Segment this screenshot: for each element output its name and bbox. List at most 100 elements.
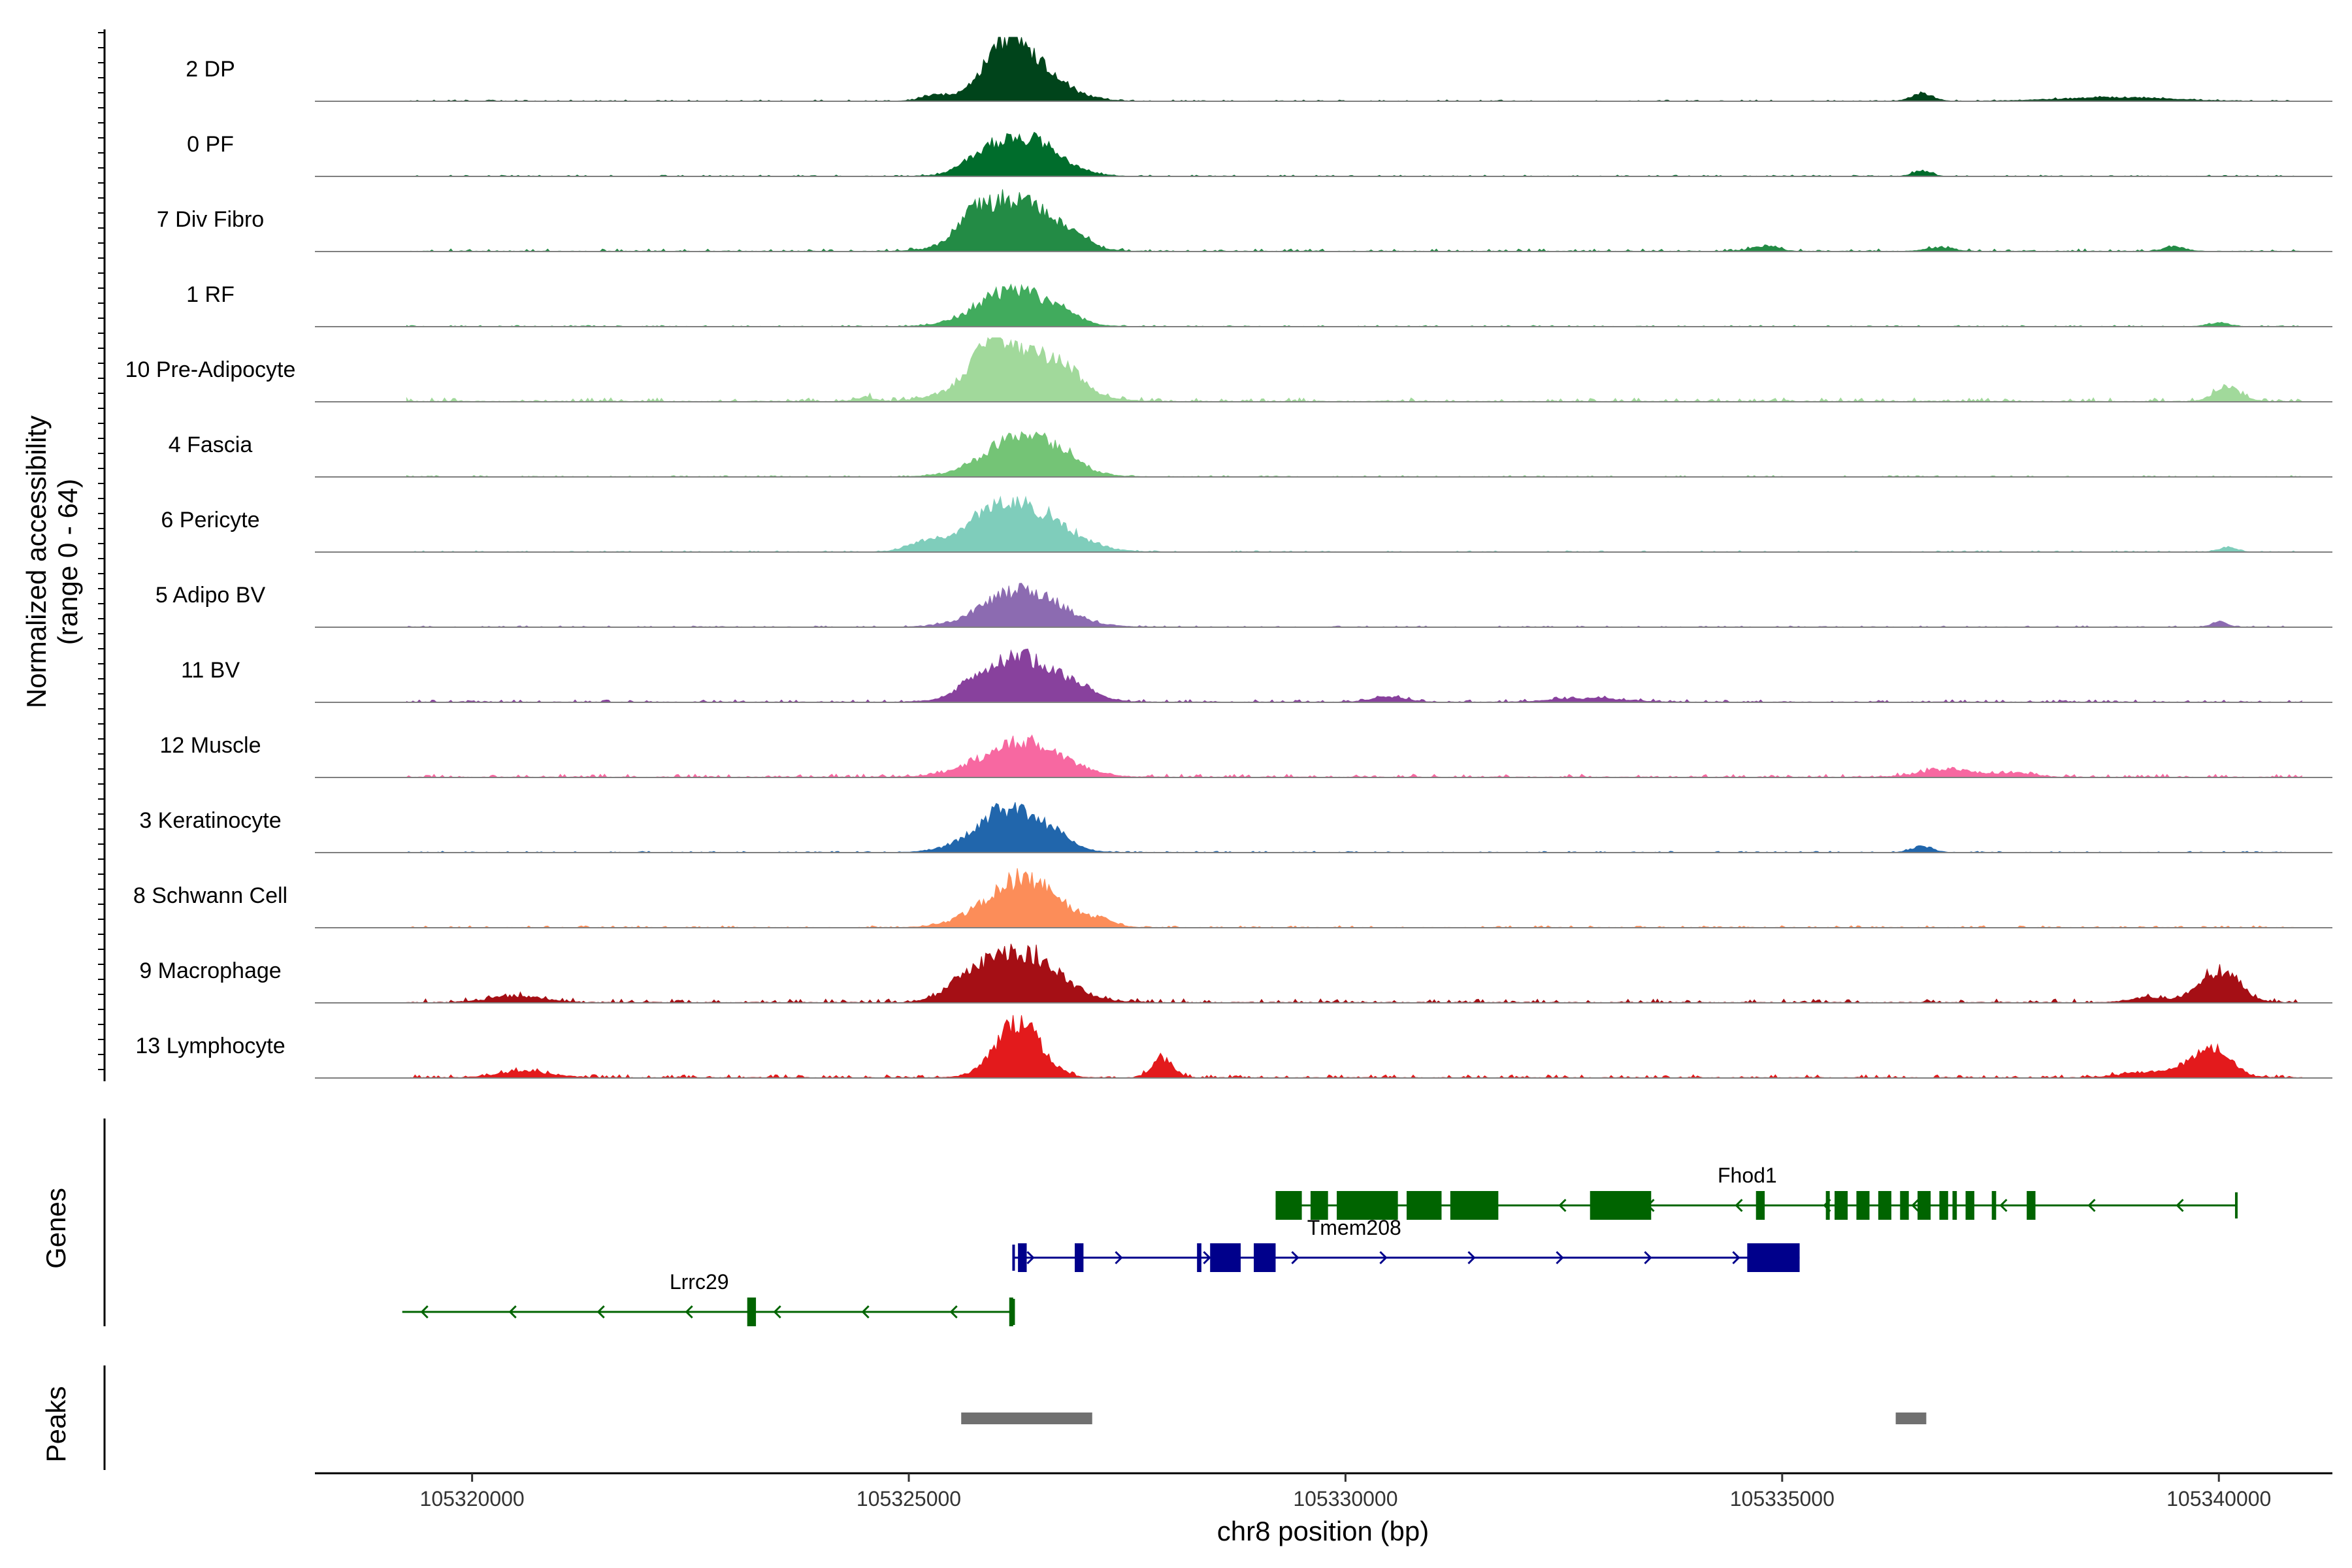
strand-arrow [685, 1305, 693, 1319]
strand-arrow [861, 1305, 870, 1319]
gene-exon [1075, 1243, 1084, 1272]
coverage-panel: 2 DP 0 PF 7 Div Fibro 1 RF 10 Pre-Adipocyte 4… [98, 29, 2332, 1081]
gene-exon [1756, 1191, 1765, 1220]
gene-exon [1254, 1243, 1276, 1272]
track-label: 8 Schwann Cell [133, 883, 287, 908]
gene-exon [1018, 1243, 1027, 1272]
track-label: 3 Keratinocyte [139, 808, 281, 833]
strand-arrow [1467, 1250, 1476, 1265]
coverage-area [406, 943, 2302, 1004]
gene-label: Tmem208 [1307, 1216, 1401, 1239]
gene-label: Lrrc29 [670, 1270, 729, 1294]
x-axis: 105320000 105325000 105330000 105335000 1053… [315, 1472, 2332, 1511]
strand-arrow [1558, 1198, 1567, 1213]
track-label: 10 Pre-Adipocyte [125, 357, 296, 382]
gene-exon [1197, 1243, 1201, 1272]
coverage-area [406, 648, 2302, 703]
strand-arrow [1115, 1250, 1123, 1265]
track-label: 4 Fascia [169, 433, 253, 457]
x-tick-label: 105320000 [420, 1487, 525, 1511]
coverage-track: 13 Lymphocyte [135, 1015, 2332, 1079]
coverage-track: 3 Keratinocyte [139, 802, 2332, 853]
coverage-area [406, 189, 2302, 252]
peak-region [961, 1413, 1092, 1424]
coverage-area [406, 1015, 2302, 1079]
track-label: 5 Adipo BV [155, 583, 266, 608]
coverage-track: 2 DP [186, 37, 2332, 102]
coverage-area [406, 802, 2302, 853]
coverage-area [406, 495, 2302, 553]
coverage-track: 5 Adipo BV [155, 583, 2332, 628]
coverage-track: 6 Pericyte [161, 495, 2332, 553]
coverage-track: 0 PF [187, 131, 2332, 177]
gene-exon [1900, 1191, 1909, 1220]
gene-exon [1747, 1243, 1800, 1272]
gene-label: Fhod1 [1718, 1164, 1777, 1187]
strand-arrow [949, 1305, 958, 1319]
coverage-track: 8 Schwann Cell [133, 868, 2332, 928]
gene-exon [1939, 1191, 1948, 1220]
coverage-ylabel-line1: Normalized accessibility [21, 416, 52, 708]
strand-arrow [1556, 1250, 1564, 1265]
strand-arrow [1644, 1250, 1652, 1265]
gene-exon [1450, 1191, 1499, 1220]
peaks-panel [103, 1365, 1927, 1470]
gene-exon [1878, 1191, 1891, 1220]
gene-exon [1310, 1191, 1328, 1220]
track-label: 2 DP [186, 57, 235, 82]
coverage-area [406, 868, 2302, 928]
coverage-area [406, 583, 2302, 628]
genes-panel: Fhod1 Tmem208 Lrrc29 [103, 1119, 2238, 1326]
track-label: 7 Div Fibro [157, 207, 264, 232]
strand-arrow [1291, 1250, 1299, 1265]
gene-exon [1009, 1298, 1013, 1326]
coverage-area [406, 431, 2302, 478]
coverage-track: 10 Pre-Adipocyte [125, 336, 2332, 402]
coverage-track: 9 Macrophage [139, 943, 2332, 1004]
strand-arrow [508, 1305, 517, 1319]
x-tick-label: 105335000 [1730, 1487, 1835, 1511]
strand-arrow [773, 1305, 781, 1319]
gene-exon [747, 1298, 757, 1326]
coverage-area [406, 37, 2302, 102]
gene-exon [1825, 1191, 1830, 1220]
strand-arrow [2176, 1198, 2184, 1213]
strand-arrow [2087, 1198, 2096, 1213]
track-label: 11 BV [181, 658, 240, 683]
strand-arrow [1999, 1198, 2008, 1213]
x-tick-label: 105330000 [1293, 1487, 1397, 1511]
genes-ylabel: Genes [41, 1188, 71, 1269]
gene-exon [1918, 1191, 1931, 1220]
coverage-area [406, 336, 2302, 402]
peak-region [1895, 1413, 1927, 1424]
peaks-ylabel: Peaks [41, 1386, 71, 1463]
x-tick-label: 105325000 [857, 1487, 961, 1511]
gene-exon [1337, 1191, 1398, 1220]
coverage-ylabel-line2: (range 0 - 64) [52, 479, 83, 645]
gene-exon [1590, 1191, 1652, 1220]
strand-arrow [1732, 1250, 1740, 1265]
gene-exon [1856, 1191, 1870, 1220]
strand-arrow [1379, 1250, 1388, 1265]
x-axis-title: chr8 position (bp) [1217, 1516, 1429, 1546]
gene-exon [1952, 1191, 1957, 1220]
track-label: 13 Lymphocyte [135, 1034, 285, 1058]
strand-arrow [420, 1305, 429, 1319]
coverage-track: 12 Muscle [160, 733, 2332, 778]
coverage-area [406, 131, 2302, 177]
gene-exon [2027, 1191, 2036, 1220]
gene-exon [1991, 1191, 1997, 1220]
gene-model: Lrrc29 [402, 1270, 1015, 1326]
coverage-track: 11 BV [181, 648, 2332, 703]
gene-exon [1406, 1191, 1442, 1220]
gene-model: Fhod1 [1275, 1164, 2238, 1220]
track-label: 1 RF [186, 282, 235, 307]
gene-exon [1835, 1191, 1848, 1220]
strand-arrow [1911, 1198, 1919, 1213]
track-label: 9 Macrophage [139, 958, 281, 983]
gene-exon [1965, 1191, 1974, 1220]
strand-arrow [1203, 1250, 1211, 1265]
track-label: 0 PF [187, 132, 234, 157]
coverage-track: 1 RF [186, 282, 2332, 327]
